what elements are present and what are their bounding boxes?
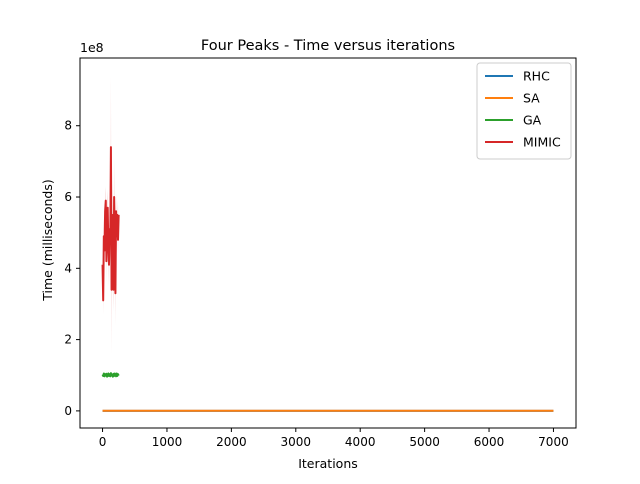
axis-ticks: 0 1000 2000 3000 4000 5000 6000 7000 0 2 4 6 8 [64,119,568,449]
y-tick-label: 8 [64,119,72,133]
x-tick-label: 0 [99,435,107,449]
y-axis-label: Time (milliseconds) [40,179,55,301]
y-axis-offset-label: 1e8 [80,40,104,55]
y-tick-label: 2 [64,333,72,347]
x-tick-label: 2000 [216,435,247,449]
legend-label: SA [523,91,540,106]
x-tick-label: 1000 [152,435,183,449]
x-tick-label: 6000 [474,435,505,449]
x-tick-label: 7000 [538,435,569,449]
legend: RHC SA GA MIMIC [476,62,572,160]
legend-label: GA [523,113,542,128]
chart-title: Four Peaks - Time versus iterations [201,38,455,54]
legend-label: RHC [523,69,550,84]
legend-label: MIMIC [523,135,561,150]
x-tick-label: 3000 [281,435,312,449]
y-tick-label: 0 [64,404,72,418]
y-tick-label: 4 [64,261,72,275]
series-layer [101,75,554,412]
plot-frame [79,57,577,429]
x-tick-label: 5000 [409,435,440,449]
y-tick-label: 6 [64,190,72,204]
ga-series-line [101,372,120,378]
legend-box [476,62,572,160]
mimic-series-line [101,146,120,302]
x-axis-label: Iterations [298,456,358,471]
x-tick-label: 4000 [345,435,376,449]
